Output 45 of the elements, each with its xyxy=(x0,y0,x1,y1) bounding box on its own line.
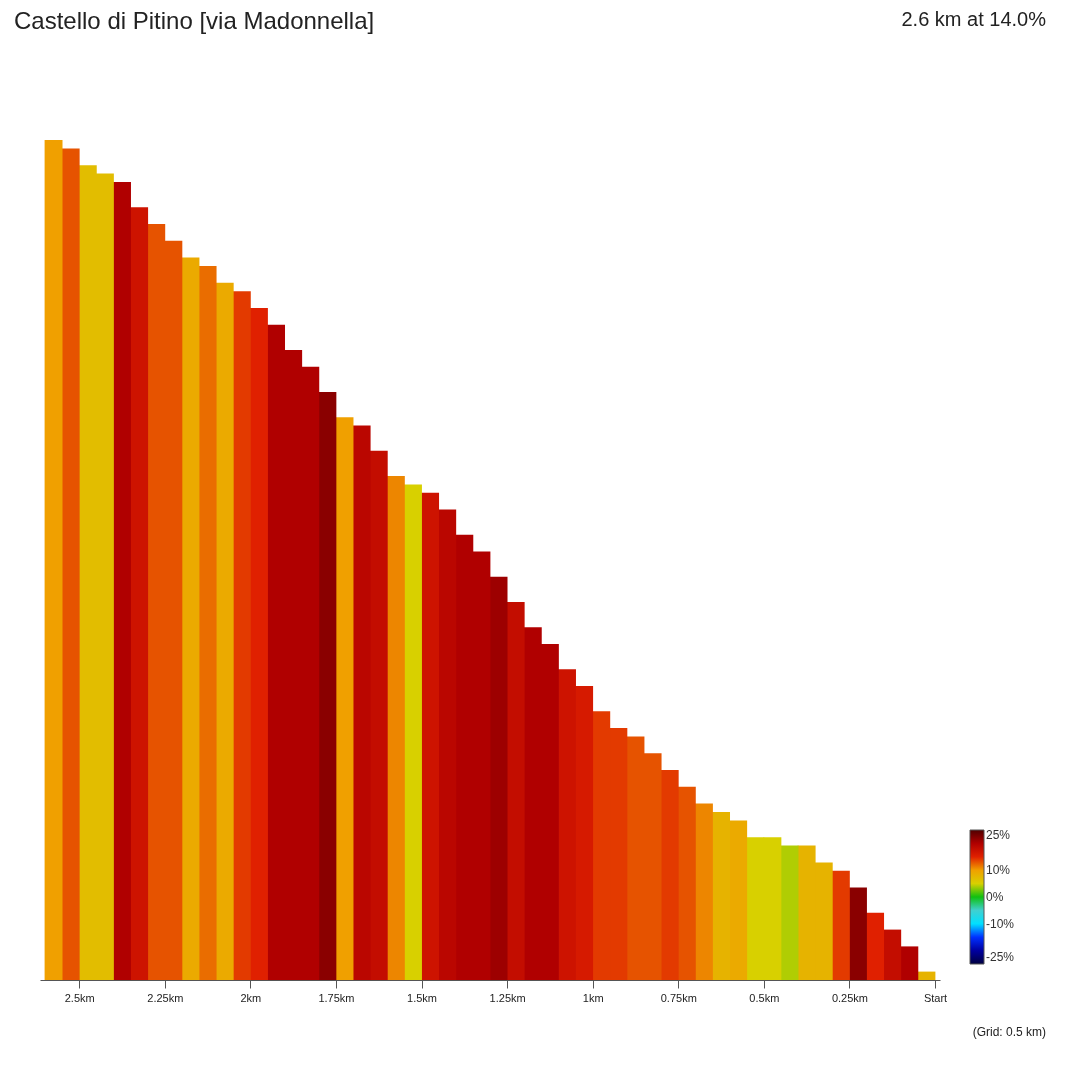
bar xyxy=(917,971,936,980)
color-bar-label: 0% xyxy=(986,890,1004,904)
x-tick-label: 0.25km xyxy=(831,991,868,1004)
x-tick-label: 0.5km xyxy=(749,991,780,1004)
bar xyxy=(831,870,850,980)
color-bar-label: -25% xyxy=(986,950,1015,964)
bar xyxy=(44,140,63,980)
x-tick-label: Start xyxy=(923,991,948,1004)
bar xyxy=(335,417,354,980)
bar xyxy=(198,266,217,980)
chart-subtitle: 2.6 km at 14.0% xyxy=(901,8,1047,30)
x-tick-label: 2.25km xyxy=(147,991,184,1004)
bar xyxy=(489,576,508,980)
bar xyxy=(318,392,337,980)
x-tick-label: 2km xyxy=(240,991,262,1004)
bar xyxy=(694,803,713,980)
bar xyxy=(113,182,131,980)
bar xyxy=(866,912,885,980)
x-tick-label: 1km xyxy=(582,991,604,1004)
chart-title: Castello di Pitino [via Madonnella] xyxy=(14,7,375,34)
bar xyxy=(780,845,799,980)
x-tick-label: 1.75km xyxy=(318,991,355,1004)
bar xyxy=(249,308,268,980)
bar xyxy=(130,207,149,980)
color-bar-label: 10% xyxy=(986,863,1011,878)
bar xyxy=(421,492,440,980)
text: (Grid: 0.5 km) xyxy=(972,1025,1046,1039)
bar xyxy=(677,786,696,980)
bar xyxy=(181,257,200,980)
color-bar-label: -10% xyxy=(986,916,1015,931)
bar xyxy=(61,148,80,980)
x-tick-label: 1.5km xyxy=(407,991,438,1004)
bar xyxy=(386,476,405,980)
bar xyxy=(506,602,525,980)
bar xyxy=(215,282,234,980)
bar xyxy=(849,887,867,980)
bar xyxy=(660,770,679,980)
bar xyxy=(404,484,422,980)
x-tick-label: 0.75km xyxy=(660,991,697,1004)
bar xyxy=(900,946,919,980)
x-tick-label: 2.5km xyxy=(64,991,95,1004)
x-tick-label: 1.25km xyxy=(489,991,526,1004)
color-bar-label: 25% xyxy=(986,828,1011,842)
bar xyxy=(232,291,251,980)
bar xyxy=(883,929,902,980)
